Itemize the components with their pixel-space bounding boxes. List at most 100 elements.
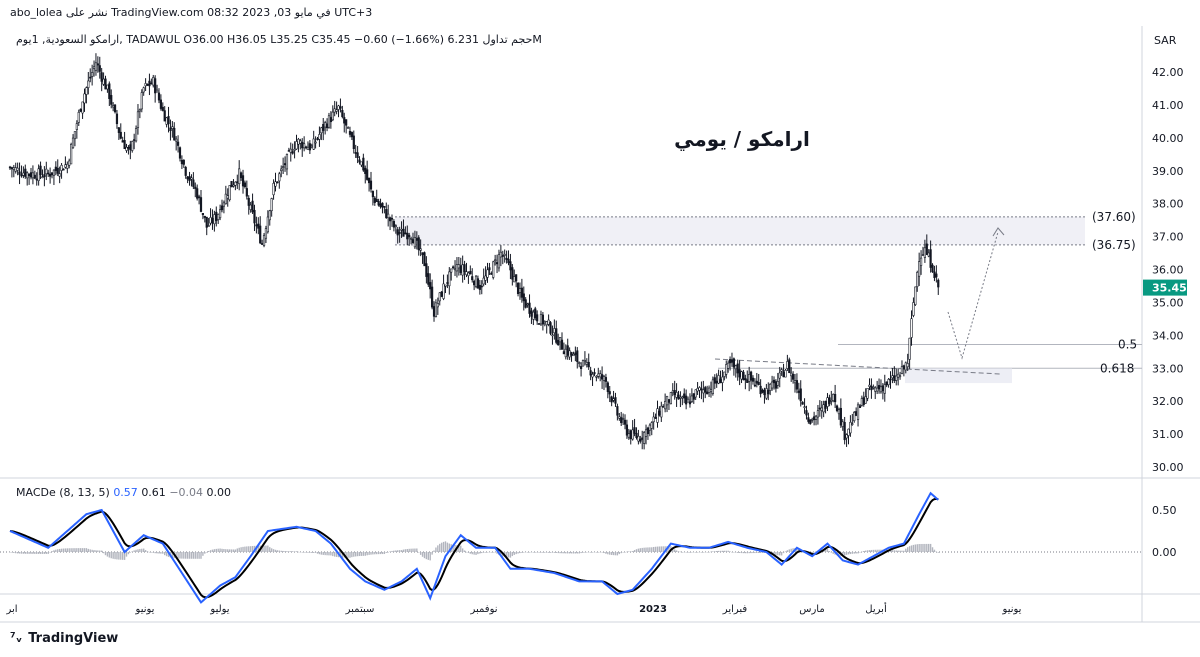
candle-body xyxy=(249,204,252,210)
candle-body xyxy=(45,168,48,175)
macd-histogram-bar xyxy=(150,552,153,553)
candle-body xyxy=(238,168,241,185)
macd-histogram-bar xyxy=(486,552,489,553)
candle-body xyxy=(146,84,149,86)
candle-body xyxy=(197,196,201,199)
macd-histogram-bar xyxy=(855,552,857,554)
macd-histogram-bar xyxy=(610,552,613,555)
candle-body xyxy=(545,321,548,326)
last-price-badge xyxy=(1143,279,1187,296)
candle-body xyxy=(581,360,585,367)
candle-body xyxy=(495,262,499,265)
macd-histogram-bar xyxy=(878,549,880,552)
candle-body xyxy=(215,211,218,221)
macd-histogram-bar xyxy=(813,552,815,553)
candle-body xyxy=(608,391,611,395)
macd-histogram-bar xyxy=(309,552,311,553)
candle-body xyxy=(803,406,806,408)
candle-body xyxy=(520,287,523,298)
candle-body xyxy=(236,181,239,183)
candle-body xyxy=(324,122,327,128)
candle-body xyxy=(822,404,825,413)
candle-body xyxy=(627,433,630,438)
candle-body xyxy=(291,151,294,154)
candle-body xyxy=(49,173,52,177)
macd-histogram-bar xyxy=(26,552,28,554)
candle-body xyxy=(482,277,485,285)
candle-body xyxy=(425,263,428,277)
macd-histogram-bar xyxy=(448,543,450,552)
candle-body xyxy=(10,167,14,170)
macd-histogram-bar xyxy=(482,552,485,553)
candle-body xyxy=(895,375,898,381)
macd-legend[interactable]: MACDe (8, 13, 5) 0.57 0.61 −0.04 0.00 xyxy=(16,486,231,499)
candle-body xyxy=(537,323,541,325)
macd-histogram-bar xyxy=(511,552,514,557)
candle-body xyxy=(721,376,724,383)
macd-histogram-bar xyxy=(57,549,59,552)
price-tick-label: 38.00 xyxy=(1152,198,1184,211)
candle-body xyxy=(551,334,554,337)
macd-histogram-bar xyxy=(801,551,804,553)
candle-body xyxy=(444,284,447,287)
candle-body xyxy=(396,229,399,236)
candle-body xyxy=(513,276,516,283)
macd-histogram-bar xyxy=(198,552,200,559)
candle-body xyxy=(484,275,487,281)
macd-histogram-bar xyxy=(924,543,926,552)
macd-value: 0.57 xyxy=(113,486,138,499)
candle-body xyxy=(228,185,231,201)
macd-histogram-bar xyxy=(328,552,330,556)
candle-body xyxy=(879,386,883,393)
macd-histogram-bar xyxy=(662,546,664,552)
macd-histogram-bar xyxy=(582,552,584,553)
candle-body xyxy=(467,272,470,277)
candles-layer xyxy=(8,53,940,450)
macd-histogram-bar xyxy=(376,552,378,555)
candle-body xyxy=(20,174,23,177)
candle-body xyxy=(881,385,884,392)
candle-body xyxy=(490,272,493,275)
candle-body xyxy=(471,276,474,281)
symbol-legend[interactable]: ارامكو السعودية, 1يوم, TADAWUL O36.00 H3… xyxy=(16,33,542,46)
candle-body xyxy=(616,406,619,416)
macd-histogram-bar xyxy=(244,546,246,552)
candle-body xyxy=(70,144,73,165)
macd-histogram-bar xyxy=(204,552,206,554)
macd-histogram-bar xyxy=(106,552,109,557)
macd-histogram-bar xyxy=(597,552,599,553)
level-label-3760: (37.60) xyxy=(1092,210,1136,224)
candle-body xyxy=(866,387,869,399)
candle-body xyxy=(740,371,743,380)
macd-histogram-bar xyxy=(786,550,789,552)
macd-histogram-bar xyxy=(868,550,871,552)
macd-histogram-bar xyxy=(538,552,540,553)
macd-histogram-bar xyxy=(903,550,905,552)
candle-body xyxy=(725,364,728,375)
macd-histogram-bar xyxy=(297,551,300,553)
price-tick-label: 34.00 xyxy=(1152,329,1184,342)
macd-histogram-bar xyxy=(780,552,783,556)
candle-body xyxy=(345,119,348,126)
candle-body xyxy=(232,184,235,187)
candle-body xyxy=(919,257,923,266)
macd-histogram-bar xyxy=(702,552,705,553)
candle-body xyxy=(96,63,99,66)
candle-body xyxy=(891,375,894,379)
macd-histogram-bar xyxy=(824,548,827,552)
candle-body xyxy=(860,398,863,406)
candle-body xyxy=(933,271,936,278)
footer-brand[interactable]: ⁷ᵥ TradingView xyxy=(10,631,118,646)
candle-body xyxy=(599,373,602,378)
last-price-label: 35.45 xyxy=(1152,282,1187,295)
candle-body xyxy=(641,437,644,440)
candle-body xyxy=(749,371,753,381)
candle-body xyxy=(675,392,678,398)
candle-body xyxy=(234,181,237,186)
macd-histogram-bar xyxy=(679,551,682,553)
candle-body xyxy=(685,395,688,405)
macd-histogram-bar xyxy=(752,552,754,554)
macd-histogram-bar xyxy=(685,552,687,553)
macd-histogram-bar xyxy=(593,552,596,553)
